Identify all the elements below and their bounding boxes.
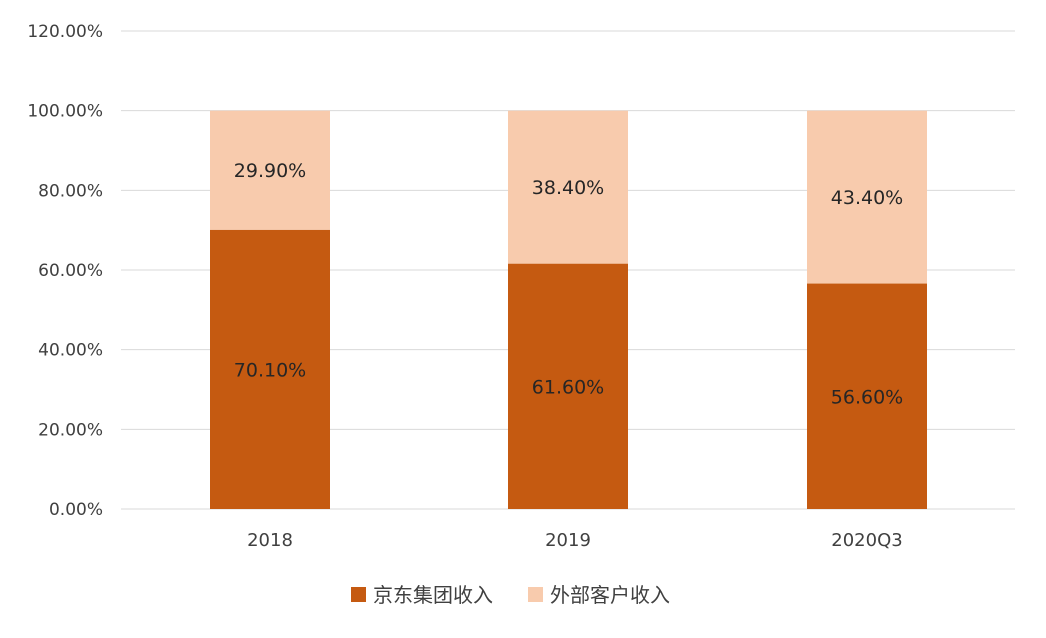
y-axis-tick-labels: 0.00% 20.00% 40.00% 60.00% 80.00% 100.00% 120.… <box>27 22 103 520</box>
legend-label: 外部客户收入 <box>550 583 670 607</box>
legend-swatch <box>351 587 366 602</box>
data-labels: 70.10% 29.90% 61.60% 38.40% 56.60% 43.40% <box>234 160 903 408</box>
y-tick-label: 0.00% <box>49 500 103 520</box>
data-label: 29.90% <box>234 160 306 182</box>
x-tick-label: 2020Q3 <box>831 530 902 551</box>
bar-segment <box>210 229 330 510</box>
legend-swatch <box>528 587 543 602</box>
legend-label: 京东集团收入 <box>373 583 493 607</box>
bar-segment <box>807 283 927 509</box>
data-label: 43.40% <box>831 187 903 209</box>
y-tick-label: 120.00% <box>27 22 103 42</box>
y-tick-label: 60.00% <box>38 261 103 281</box>
bar-segment <box>210 110 330 230</box>
bar-segment <box>508 263 628 509</box>
legend: 京东集团收入 外部客户收入 <box>351 583 670 607</box>
data-label: 56.60% <box>831 386 903 408</box>
bar-segment <box>807 110 927 284</box>
bars <box>210 110 927 510</box>
y-tick-label: 40.00% <box>38 341 103 361</box>
x-tick-label: 2019 <box>545 530 591 551</box>
x-axis-tick-labels: 2018 2019 2020Q3 <box>247 530 903 551</box>
y-tick-label: 80.00% <box>38 181 103 201</box>
y-tick-label: 20.00% <box>38 420 103 440</box>
x-tick-label: 2018 <box>247 530 293 551</box>
bar-segment <box>508 110 628 264</box>
data-label: 70.10% <box>234 359 306 381</box>
y-tick-label: 100.00% <box>27 102 103 122</box>
data-label: 61.60% <box>532 376 604 398</box>
data-label: 38.40% <box>532 177 604 199</box>
